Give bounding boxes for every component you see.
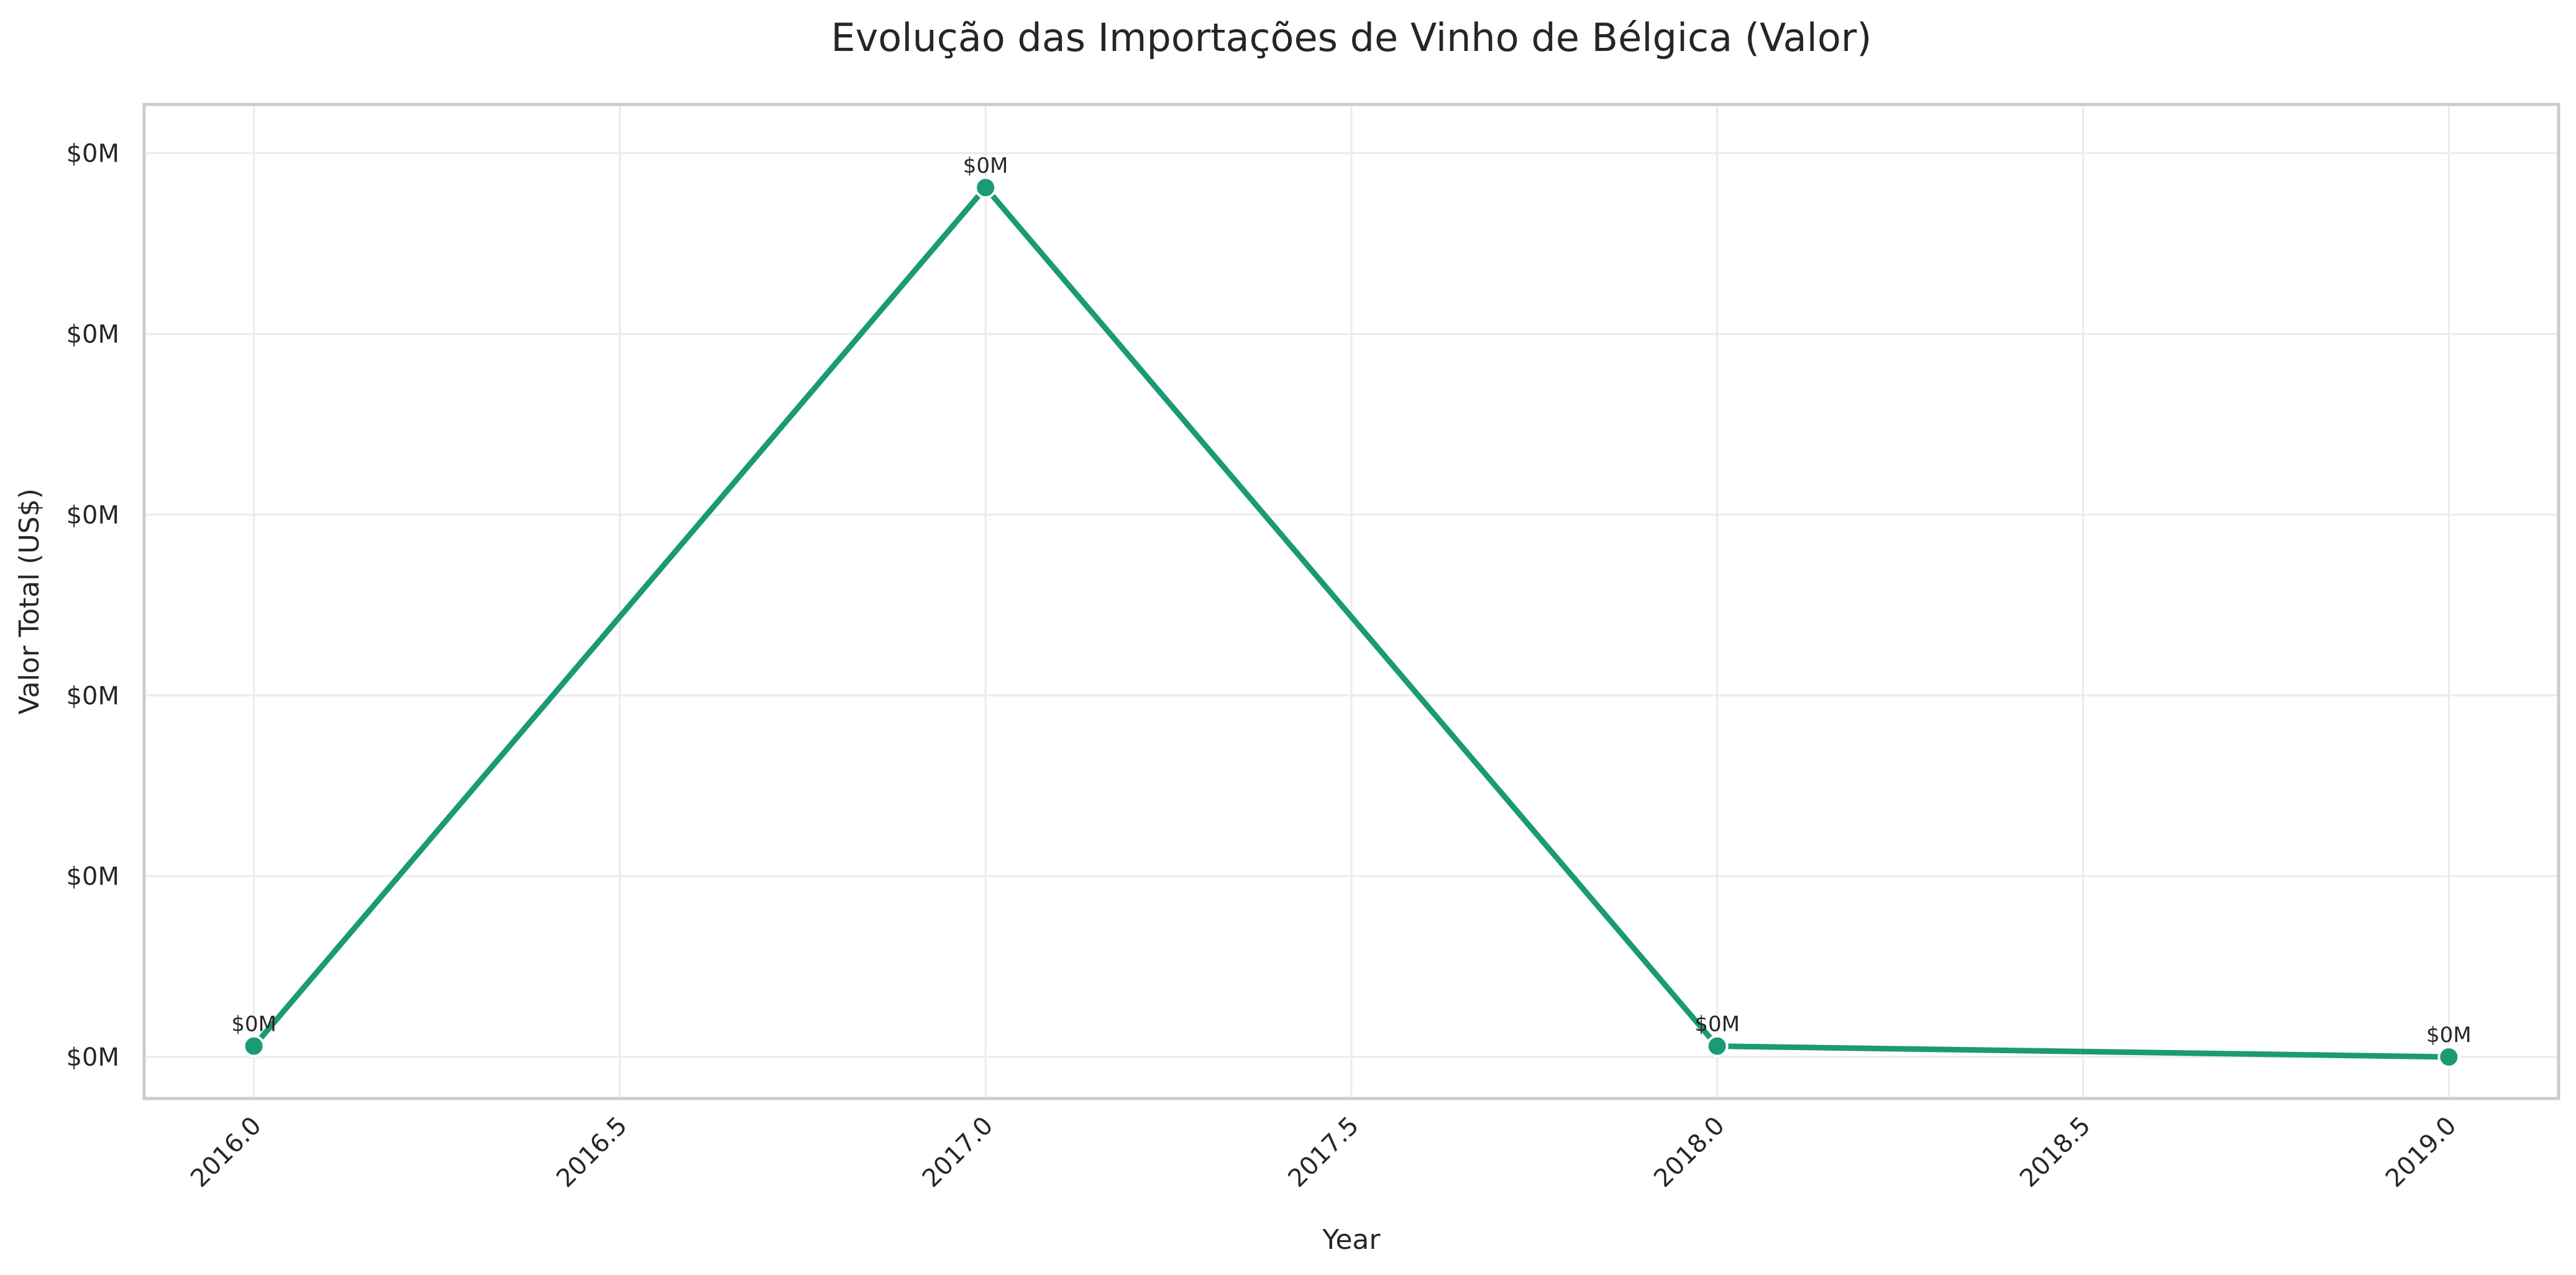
chart-title: Evolução das Importações de Vinho de Bél…	[831, 15, 1871, 60]
series-layer	[242, 176, 2460, 1069]
data-point	[2437, 1046, 2460, 1069]
series-line	[251, 185, 2452, 1060]
x-tick-label: 2019.0	[2380, 1112, 2462, 1193]
data-label: $0M	[2426, 1023, 2472, 1048]
data-point	[974, 176, 997, 199]
y-tick-label: $0M	[66, 682, 119, 710]
y-tick-label: $0M	[66, 862, 119, 891]
data-point	[242, 1035, 265, 1058]
ticks: 2016.0 2016.5 2017.0 2017.5 2018.0 2018.5 2019…	[66, 140, 2462, 1193]
y-tick-label: $0M	[66, 501, 119, 529]
y-tick-label: $0M	[66, 320, 119, 349]
data-labels: $0M $0M $0M $0M	[231, 153, 2471, 1048]
x-tick-label: 2018.0	[1648, 1112, 1730, 1193]
y-tick-label: $0M	[66, 140, 119, 168]
data-label: $0M	[231, 1012, 276, 1037]
y-axis-label: Valor Total (US$)	[14, 488, 45, 715]
grid	[144, 104, 2559, 1099]
data-label: $0M	[1694, 1012, 1740, 1037]
plot-frame	[142, 103, 2560, 1100]
x-tick-label: 2016.5	[551, 1112, 633, 1193]
x-tick-label: 2018.5	[2014, 1112, 2096, 1193]
y-tick-label: $0M	[66, 1043, 119, 1072]
x-tick-label: 2016.0	[185, 1112, 267, 1193]
x-axis-label: Year	[1322, 1224, 1381, 1256]
x-tick-label: 2017.0	[917, 1112, 998, 1193]
x-tick-label: 2017.5	[1283, 1112, 1364, 1193]
data-point	[1706, 1035, 1729, 1058]
data-label: $0M	[963, 153, 1008, 178]
